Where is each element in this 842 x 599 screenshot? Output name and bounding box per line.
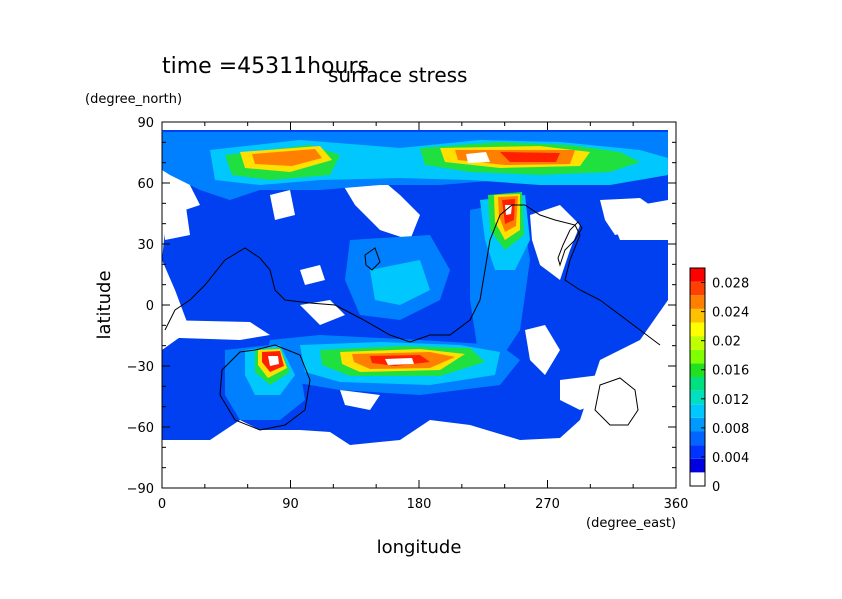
y-tick-label: 0 <box>146 299 154 314</box>
colorbar-segment <box>690 363 705 377</box>
contour-field <box>162 130 668 445</box>
contour-gap <box>162 195 190 240</box>
coastline <box>364 247 381 271</box>
y-unit-label: (degree_north) <box>85 92 182 107</box>
colorbar-segment <box>690 377 705 391</box>
colorbar-segment <box>690 458 705 473</box>
y-tick-label: −30 <box>127 360 154 375</box>
x-axis-label: longitude <box>377 537 462 558</box>
colorbar-segment <box>690 281 705 296</box>
contour-level-6 <box>500 152 560 162</box>
colorbar-tick-label: 0 <box>712 480 720 495</box>
colorbar-segment <box>690 472 705 486</box>
colorbar-tick-label: 0.016 <box>712 364 749 379</box>
colorbar-tick-label: 0.008 <box>712 422 749 437</box>
coastline <box>557 221 583 267</box>
contour-peak <box>466 152 490 163</box>
y-tick-label: −60 <box>127 421 154 436</box>
contour-gap <box>162 320 270 340</box>
colorbar-segment <box>690 349 705 364</box>
colorbar-segment <box>690 404 705 418</box>
contour-gap <box>300 300 345 325</box>
contour-gap <box>300 265 325 285</box>
x-tick-label: 180 <box>407 497 432 512</box>
contour-level-2 <box>370 260 430 305</box>
coastlines <box>164 204 661 431</box>
colorbar-tick-label: 0.024 <box>712 306 749 321</box>
coastline <box>219 344 311 431</box>
contour-gap <box>525 325 560 375</box>
y-tick-label: 90 <box>137 116 154 131</box>
contour-gap <box>270 190 295 220</box>
y-tick-label: 30 <box>137 238 154 253</box>
x-unit-label: (degree_east) <box>586 516 676 531</box>
colorbar-tick-label: 0.012 <box>712 393 749 408</box>
x-tick-label: 270 <box>535 497 560 512</box>
colorbar-segment <box>690 417 705 432</box>
x-tick-label: 0 <box>158 497 166 512</box>
contour-peak <box>385 358 414 365</box>
contour-gap <box>340 178 420 240</box>
y-axis-label: latitude <box>94 270 115 339</box>
contour-level-5 <box>252 149 322 166</box>
contour-gap <box>600 198 660 235</box>
coastline <box>164 204 661 346</box>
y-tick-label: 60 <box>137 177 154 192</box>
colorbar-tick-label: 0.028 <box>712 277 749 292</box>
x-tick-label: 90 <box>282 497 299 512</box>
colorbar-tick-label: 0.02 <box>712 335 741 350</box>
coastline <box>594 377 639 426</box>
contour-gap <box>530 205 580 280</box>
contour-gap <box>340 390 380 410</box>
colorbar-segment <box>690 336 705 350</box>
colorbar: 0 0.004 0.008 0.012 0.016 0.02 0.024 0.028 <box>689 267 749 495</box>
y-tick-label: −90 <box>127 482 154 497</box>
x-tick-label: 360 <box>664 497 689 512</box>
colorbar-segment <box>690 390 705 405</box>
colorbar-segment <box>690 308 705 323</box>
colorbar-segment <box>690 431 705 446</box>
y-axis: −90 −60 −30 0 30 60 90 <box>127 116 676 497</box>
colorbar-segment <box>690 322 705 337</box>
contour-peak <box>505 205 512 215</box>
chart-title: surface stress <box>328 63 467 87</box>
colorbar-segment <box>690 295 705 309</box>
colorbar-tick-label: 0.004 <box>712 451 749 466</box>
colorbar-frame <box>689 267 706 487</box>
x-axis: 0 90 180 270 360 <box>158 122 689 512</box>
chart-subtitle: time =45311hours <box>162 54 369 79</box>
colorbar-segment <box>690 268 705 282</box>
contour-peak <box>268 356 279 366</box>
colorbar-segment <box>690 445 705 459</box>
